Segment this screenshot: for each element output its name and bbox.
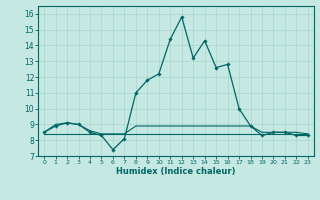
X-axis label: Humidex (Indice chaleur): Humidex (Indice chaleur) xyxy=(116,167,236,176)
